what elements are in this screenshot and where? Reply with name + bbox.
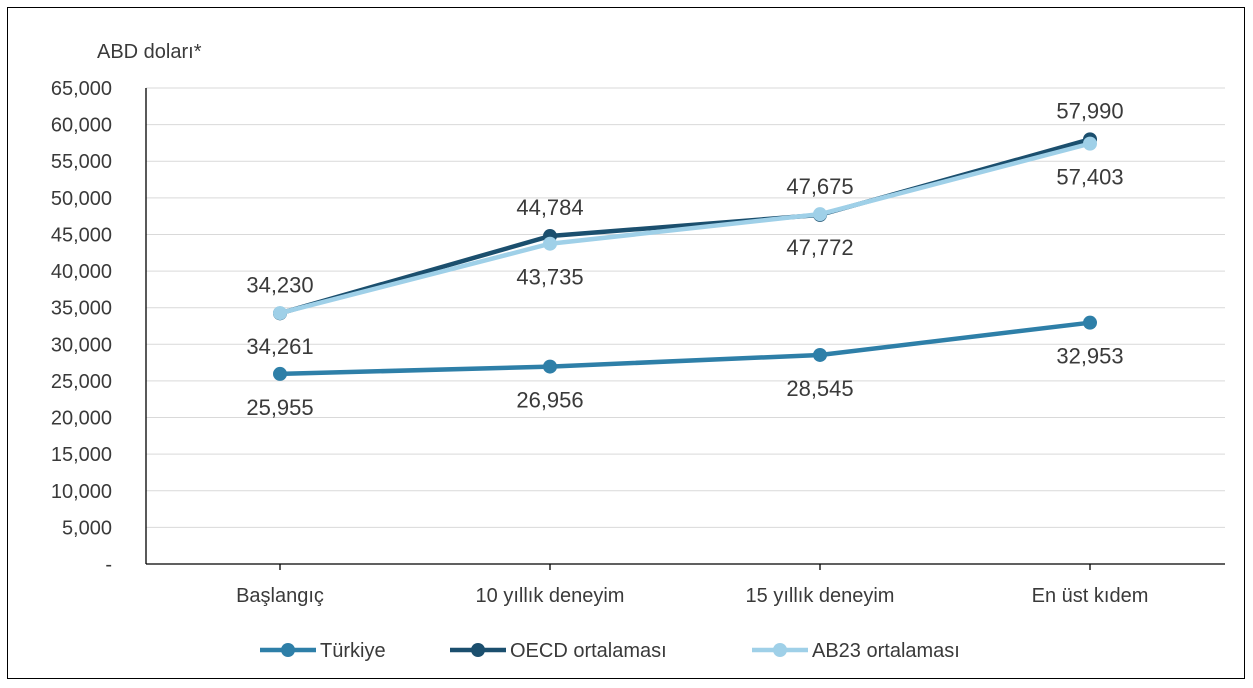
data-label: 57,990 (1056, 98, 1123, 123)
axes (145, 88, 1225, 570)
data-point (273, 306, 287, 321)
data-point (543, 359, 557, 374)
x-tick-label: En üst kıdem (1032, 585, 1149, 607)
data-point (813, 347, 827, 362)
data-point (813, 207, 827, 222)
data-label: 34,261 (246, 334, 313, 359)
x-tick-labels: Başlangıç 10 yıllık deneyim 15 yıllık dene… (236, 585, 1148, 607)
series-line (279, 141, 1091, 316)
chart-frame (7, 7, 1245, 679)
gridlines (146, 87, 1225, 528)
y-tick-label: 60,000 (51, 115, 112, 137)
data-label: 57,403 (1056, 165, 1123, 190)
data-label: 43,735 (516, 265, 583, 290)
y-tick-label: 40,000 (51, 261, 112, 283)
data-label: 47,675 (786, 174, 853, 199)
series-line (279, 320, 1091, 377)
legend-marker (773, 643, 787, 657)
y-tick-label: 65,000 (51, 78, 112, 100)
x-tick-label: 15 yıllık deneyim (746, 585, 895, 607)
legend-label: Türkiye (320, 640, 386, 662)
data-label: 25,955 (246, 395, 313, 420)
legend-label: OECD ortalaması (510, 640, 667, 662)
y-tick-labels: - 5,000 10,000 15,000 20,000 25,000 30,000 35,0… (51, 78, 112, 576)
y-tick-label: 45,000 (51, 224, 112, 246)
legend-marker (281, 643, 295, 657)
y-tick-label: 10,000 (51, 481, 112, 503)
y-axis-label: ABD doları* (97, 41, 202, 63)
data-point (273, 366, 287, 381)
y-tick-label: 5,000 (62, 517, 112, 539)
data-label: 28,545 (786, 376, 853, 401)
data-labels: 25,955 26,956 28,545 32,953 34,230 44,784 47,6… (246, 98, 1123, 420)
y-tick-label: 25,000 (51, 371, 112, 393)
data-point (1083, 315, 1097, 330)
x-tick-label: 10 yıllık deneyim (476, 585, 625, 607)
y-tick-label: 15,000 (51, 444, 112, 466)
legend-marker (471, 643, 485, 657)
data-label: 44,784 (516, 195, 583, 220)
series-group (273, 132, 1097, 381)
legend: Türkiye OECD ortalaması AB23 ortalaması (260, 640, 960, 662)
y-tick-label: 50,000 (51, 188, 112, 210)
data-label: 34,230 (246, 272, 313, 297)
data-point (1083, 136, 1097, 151)
data-point (543, 236, 557, 251)
data-label: 26,956 (516, 388, 583, 413)
series-line (279, 137, 1091, 316)
y-tick-label: 35,000 (51, 298, 112, 320)
legend-label: AB23 ortalaması (812, 640, 960, 662)
y-tick-label: - (105, 554, 112, 576)
data-label: 32,953 (1056, 344, 1123, 369)
y-tick-label: 20,000 (51, 408, 112, 430)
y-tick-label: 30,000 (51, 334, 112, 356)
x-tick-label: Başlangıç (236, 585, 324, 607)
y-tick-label: 55,000 (51, 151, 112, 173)
data-label: 47,772 (786, 235, 853, 260)
